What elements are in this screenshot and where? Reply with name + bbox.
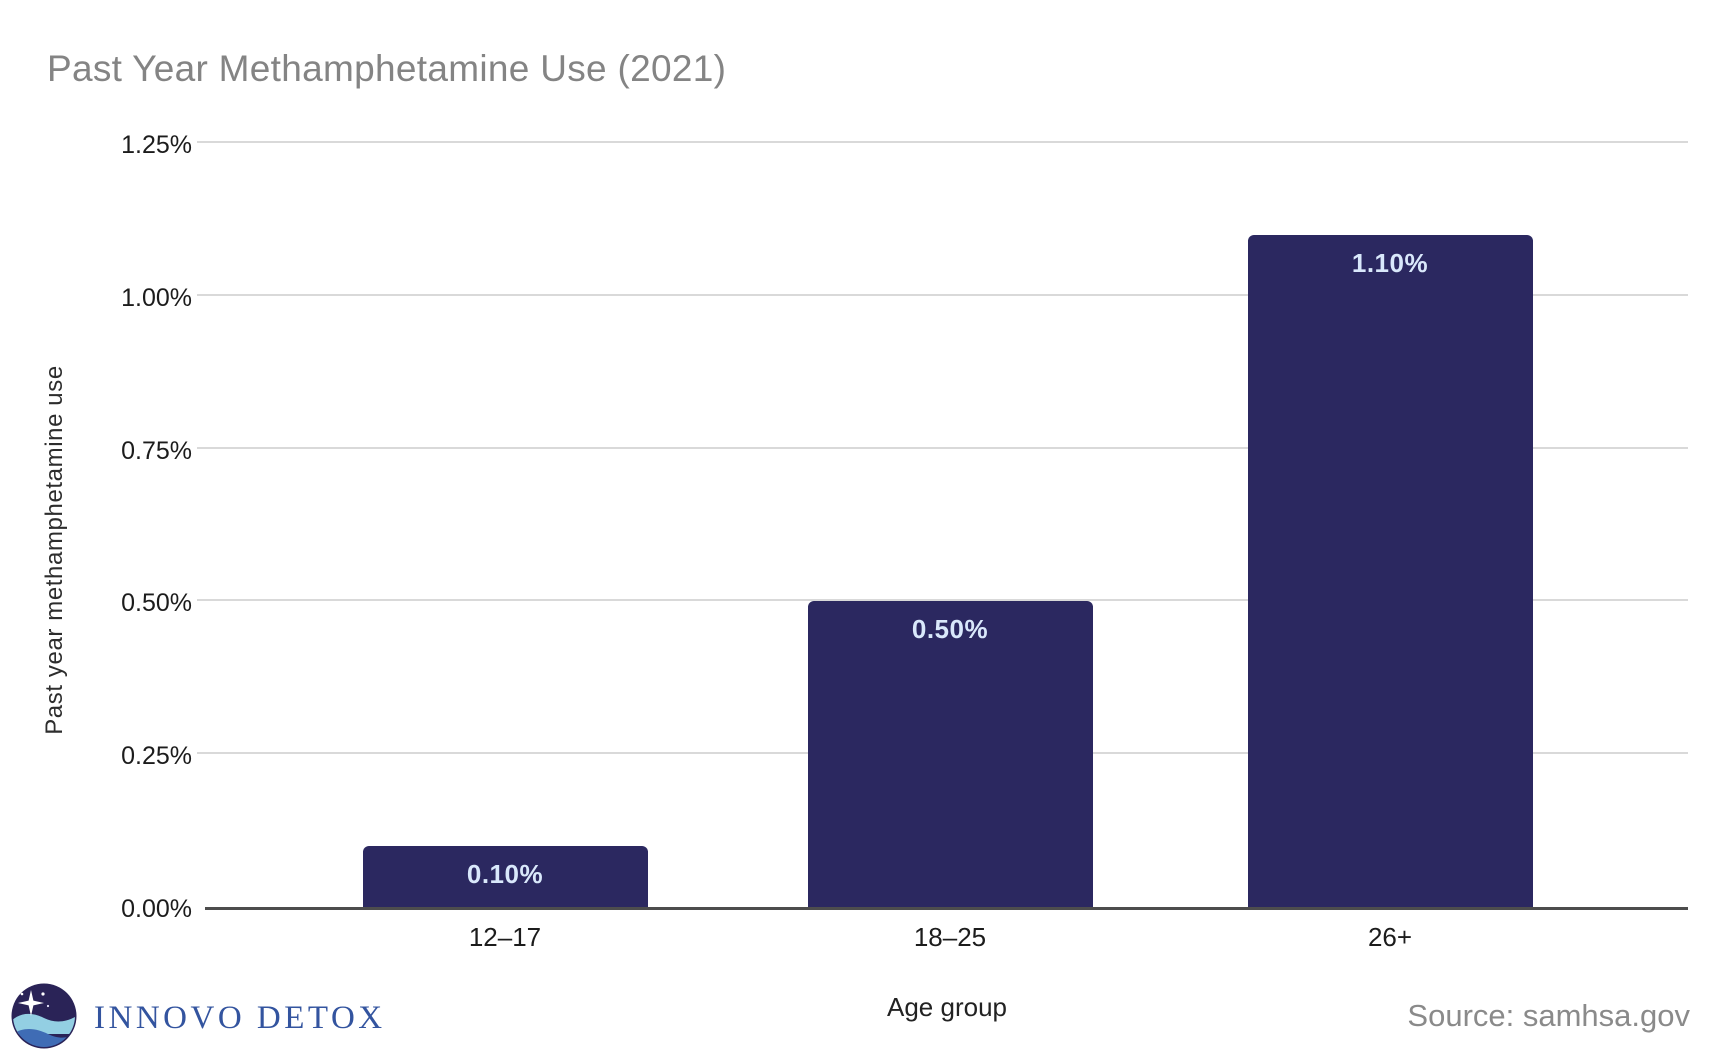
y-tick-label: 0.25% bbox=[121, 742, 192, 771]
y-axis-title: Past year methamphetamine use bbox=[41, 365, 68, 735]
innovo-detox-logo-icon bbox=[10, 982, 78, 1055]
bar-26+: 1.10% bbox=[1247, 234, 1533, 907]
y-tick-label: 0.00% bbox=[121, 895, 192, 923]
y-tick-label: 1.00% bbox=[121, 283, 192, 312]
x-tick-label: 26+ bbox=[1367, 922, 1413, 952]
y-tick-label: 0.75% bbox=[121, 436, 192, 465]
y-gridline bbox=[197, 293, 1688, 296]
y-tick-label: 0.50% bbox=[121, 589, 192, 618]
y-tick-label: 1.25% bbox=[121, 131, 192, 159]
logo-text: INNOVO DETOX bbox=[94, 1000, 386, 1036]
chart-title: Past Year Methamphetamine Use (2021) bbox=[47, 48, 727, 89]
logo: INNOVO DETOX bbox=[10, 982, 386, 1055]
bar-18–25: 0.50% bbox=[807, 601, 1093, 907]
y-gridline bbox=[197, 446, 1688, 449]
plot-area: 0.10% 0.50% 1.10% bbox=[197, 141, 1688, 910]
bar-12–17: 0.10% bbox=[362, 845, 648, 907]
x-axis-title: Age group bbox=[887, 992, 1007, 1022]
x-tick-label: 18–25 bbox=[913, 922, 987, 952]
bar-value-label: 0.10% bbox=[466, 858, 544, 889]
source-text: Source: samhsa.gov bbox=[1407, 998, 1690, 1033]
x-tick-label: 12–17 bbox=[468, 922, 542, 952]
bar-value-label: 0.50% bbox=[911, 614, 989, 645]
bar-value-label: 1.10% bbox=[1351, 247, 1429, 278]
y-gridline bbox=[197, 599, 1688, 602]
y-gridline bbox=[197, 141, 1688, 143]
